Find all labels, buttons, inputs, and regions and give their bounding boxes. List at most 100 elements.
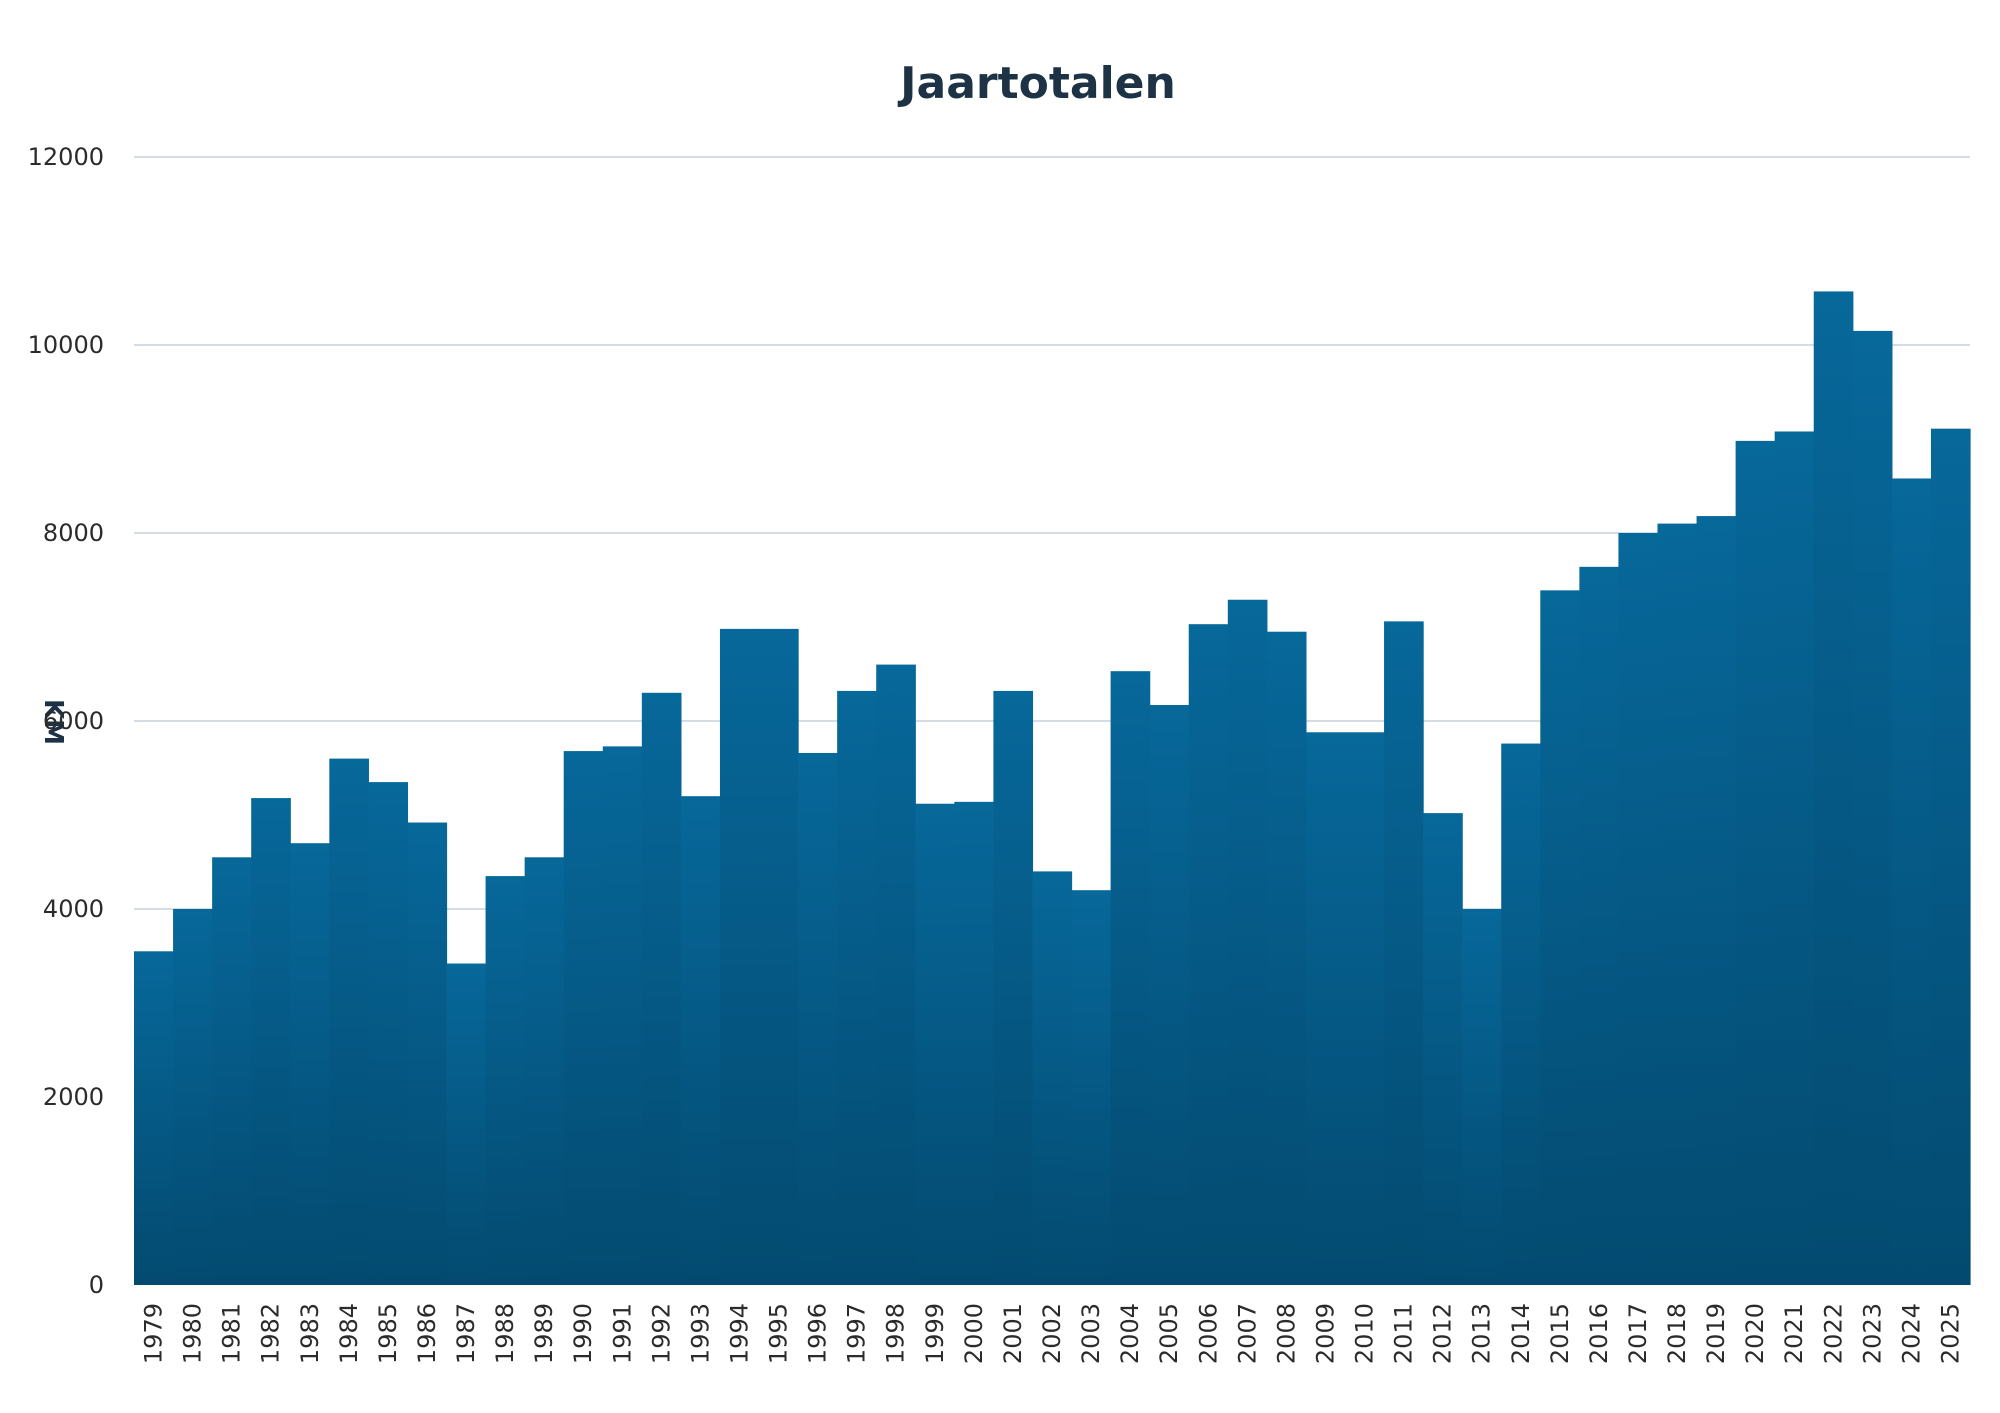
bar-1980 (173, 909, 213, 1285)
x-tick-label: 1981 (218, 1303, 246, 1364)
y-tick-label: 8000 (43, 519, 104, 547)
x-tick-label: 2004 (1116, 1303, 1144, 1364)
bar-1984 (329, 758, 369, 1285)
y-tick-label: 2000 (43, 1083, 104, 1111)
bar-1991 (602, 746, 643, 1285)
bar-1985 (368, 782, 409, 1285)
bar-2021 (1774, 431, 1815, 1286)
bar-2007 (1227, 599, 1268, 1285)
bar-2020 (1735, 440, 1776, 1285)
x-tick-label: 2023 (1858, 1303, 1886, 1364)
x-tick-label: 2018 (1663, 1303, 1691, 1364)
bar-1987 (446, 963, 487, 1285)
x-tick-label: 2017 (1624, 1303, 1652, 1364)
y-tick-label: 10000 (28, 331, 104, 359)
bar-2023 (1852, 330, 1893, 1285)
x-axis-ticks: 1979 1980 1981 1982 1983 1984 1985 1986 1987 1988… (140, 1303, 1965, 1364)
bar-2015 (1540, 590, 1580, 1285)
y-axis-label: KM (38, 699, 68, 745)
bar-2005 (1149, 705, 1190, 1285)
x-tick-label: 1990 (569, 1303, 597, 1364)
bar-2000 (954, 801, 994, 1285)
x-tick-label: 2001 (999, 1303, 1027, 1364)
bar-1989 (524, 857, 565, 1285)
bar-1995 (759, 628, 799, 1285)
x-tick-label: 1996 (804, 1303, 832, 1364)
x-tick-label: 2022 (1819, 1303, 1847, 1364)
bar-2013 (1462, 909, 1502, 1285)
bar-1998 (876, 664, 916, 1285)
x-tick-label: 1984 (335, 1303, 363, 1364)
bar-2011 (1384, 621, 1424, 1285)
bar-1979 (134, 951, 174, 1285)
x-tick-label: 2000 (960, 1303, 988, 1364)
x-tick-label: 2014 (1507, 1303, 1535, 1364)
x-tick-label: 2016 (1585, 1303, 1613, 1364)
bar-2012 (1423, 813, 1463, 1285)
bar-1982 (251, 798, 291, 1285)
y-tick-label: 12000 (28, 143, 104, 171)
bar-1997 (837, 690, 877, 1285)
x-tick-label: 2020 (1741, 1303, 1769, 1364)
x-tick-label: 2015 (1546, 1303, 1574, 1364)
x-tick-label: 2019 (1702, 1303, 1730, 1364)
bar-1988 (485, 876, 526, 1285)
bar-1996 (798, 752, 838, 1285)
bar-2009 (1305, 732, 1346, 1285)
x-tick-label: 1994 (725, 1303, 753, 1364)
x-tick-label: 1979 (140, 1303, 168, 1364)
bar-1983 (290, 843, 330, 1285)
x-tick-label: 1986 (413, 1303, 441, 1364)
bar-1990 (563, 751, 604, 1285)
x-tick-label: 2007 (1233, 1303, 1261, 1364)
bar-2002 (1032, 871, 1073, 1285)
x-tick-label: 2006 (1194, 1303, 1222, 1364)
y-tick-label: 6000 (43, 707, 104, 735)
x-tick-label: 2002 (1038, 1303, 1066, 1364)
x-tick-label: 1982 (257, 1303, 285, 1364)
x-tick-label: 2009 (1311, 1303, 1339, 1364)
x-tick-label: 1997 (843, 1303, 871, 1364)
x-tick-label: 2011 (1390, 1303, 1418, 1364)
bar-2006 (1188, 624, 1229, 1285)
bar-2001 (993, 690, 1034, 1285)
x-tick-label: 1995 (765, 1303, 793, 1364)
x-tick-label: 1998 (882, 1303, 910, 1364)
bar-1992 (641, 692, 682, 1285)
x-tick-label: 2021 (1780, 1303, 1808, 1364)
x-tick-label: 2012 (1429, 1303, 1457, 1364)
bar-2025 (1930, 428, 1971, 1285)
x-tick-label: 1993 (686, 1303, 714, 1364)
bar-2003 (1071, 890, 1112, 1285)
x-tick-label: 1999 (921, 1303, 949, 1364)
bar-2019 (1696, 516, 1737, 1285)
x-tick-label: 2010 (1351, 1303, 1379, 1364)
chart-title: Jaartotalen (897, 58, 1176, 109)
x-tick-label: 1980 (179, 1303, 207, 1364)
bar-2024 (1891, 478, 1932, 1286)
bar-1993 (680, 796, 721, 1285)
bar-2016 (1579, 566, 1620, 1285)
bar-2018 (1657, 523, 1698, 1285)
x-tick-label: 2024 (1897, 1303, 1925, 1364)
y-axis-ticks: 0 2000 4000 6000 8000 10000 12000 (28, 143, 104, 1299)
x-tick-label: 1983 (296, 1303, 324, 1364)
bar-2022 (1813, 291, 1854, 1285)
x-tick-label: 2003 (1077, 1303, 1105, 1364)
x-tick-label: 2008 (1272, 1303, 1300, 1364)
x-tick-label: 1987 (452, 1303, 480, 1364)
x-tick-label: 1991 (608, 1303, 636, 1364)
y-tick-label: 4000 (43, 895, 104, 923)
x-tick-label: 2013 (1468, 1303, 1496, 1364)
bar-2014 (1501, 743, 1541, 1285)
x-tick-label: 1992 (647, 1303, 675, 1364)
x-tick-label: 2025 (1936, 1303, 1964, 1364)
bar-2004 (1110, 671, 1151, 1285)
x-tick-label: 1989 (530, 1303, 558, 1364)
bar-1999 (915, 803, 955, 1285)
y-tick-label: 0 (89, 1271, 104, 1299)
x-tick-label: 2005 (1155, 1303, 1183, 1364)
bars (134, 291, 1971, 1286)
